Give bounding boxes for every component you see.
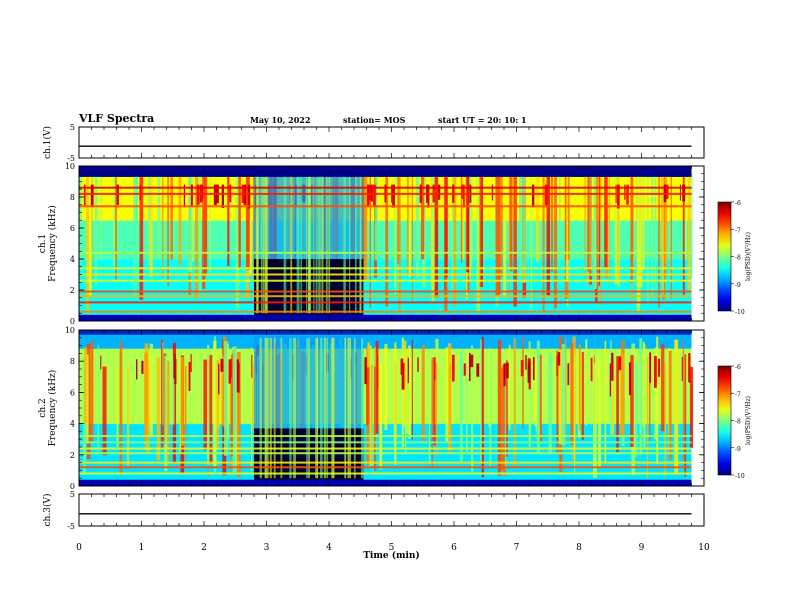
- x-tick-label: 7: [514, 543, 520, 553]
- ch2-spectrogram-y-tick-label: 0: [70, 482, 75, 491]
- chart-title: VLF Spectra: [79, 112, 155, 125]
- x-tick-label: 6: [451, 543, 457, 553]
- ch1-spectrogram-y-axis-label: ch.1: [38, 234, 48, 253]
- ch2-spectrogram-heatmap: [79, 330, 694, 487]
- ch2-spectrogram-colorbar-tick-label: -9: [735, 446, 741, 453]
- ch1-spectrogram-y-tick-label: 10: [65, 162, 75, 171]
- x-tick-label: 4: [326, 543, 332, 553]
- ch2-spectrogram-colorbar-tick-label: -7: [735, 391, 741, 398]
- ch2-spectrogram-y-tick-label: 8: [70, 357, 75, 366]
- x-tick-label: 0: [76, 543, 82, 553]
- ch1-voltage-y-axis-label: ch.1(V): [42, 126, 53, 159]
- x-axis-label: Time (min): [363, 550, 420, 561]
- start-time-label: start UT = 20: 10: 1: [438, 115, 527, 125]
- ch2-spectrogram-y-tick-label: 2: [70, 451, 75, 460]
- ch1-spectrogram-colorbar-tick-label: -6: [735, 200, 741, 207]
- x-tick-label: 5: [389, 543, 395, 553]
- ch1-spectrogram-y-tick-label: 8: [70, 193, 75, 202]
- ch1-spectrogram-colorbar-tick-label: -7: [735, 227, 741, 234]
- x-tick-label: 2: [201, 543, 207, 553]
- ch3-voltage-y-tick-label: 5: [70, 490, 75, 499]
- ch2-spectrogram-colorbar-label: log(PSD)(V²/Hz): [745, 396, 752, 445]
- date-label: May 10, 2022: [250, 115, 311, 125]
- ch2-spectrogram-y-tick-label: 4: [70, 420, 75, 429]
- ch2-spectrogram-colorbar-tick-label: -10: [735, 473, 745, 480]
- x-tick-label: 3: [264, 543, 270, 553]
- ch1-spectrogram-y-axis-label: Frequency (kHz): [47, 205, 58, 282]
- ch1-spectrogram-colorbar-tick-label: -8: [735, 255, 741, 262]
- ch1-spectrogram-colorbar-tick-label: -9: [735, 282, 741, 289]
- ch1-spectrogram-y-tick-label: 2: [70, 286, 75, 295]
- ch1-spectrogram-colorbar: [717, 201, 732, 312]
- x-tick-label: 8: [576, 543, 582, 553]
- ch2-spectrogram-y-axis-label: ch.2: [38, 398, 48, 417]
- ch1-spectrogram-y-tick-label: 4: [70, 255, 75, 264]
- ch2-spectrogram-y-axis-label: Frequency (kHz): [47, 370, 58, 447]
- ch1-voltage-y-tick-label: -5: [67, 154, 75, 163]
- station-label: station= MOS: [343, 115, 406, 125]
- ch1-voltage-y-tick-label: 5: [70, 123, 75, 132]
- ch2-spectrogram-y-tick-label: 6: [70, 388, 75, 397]
- x-tick-label: 1: [139, 543, 145, 553]
- ch2-spectrogram-colorbar-tick-label: -6: [735, 364, 741, 371]
- ch2-spectrogram-y-tick-label: 10: [65, 326, 75, 335]
- ch3-voltage-y-axis-label: ch.3(V): [42, 494, 53, 527]
- x-tick-label: 10: [698, 543, 710, 553]
- ch2-spectrogram-colorbar-tick-label: -8: [735, 419, 741, 426]
- ch1-spectrogram-heatmap: [79, 166, 693, 322]
- ch2-spectrogram-colorbar: [717, 365, 732, 476]
- ch1-spectrogram-colorbar-tick-label: -10: [735, 309, 745, 316]
- ch1-spectrogram-y-tick-label: 0: [70, 317, 75, 326]
- ch1-spectrogram-y-tick-label: 6: [70, 224, 75, 233]
- x-tick-label: 9: [639, 543, 645, 553]
- ch3-voltage-y-tick-label: -5: [67, 522, 75, 531]
- ch1-spectrogram-colorbar-label: log(PSD)(V²/Hz): [745, 232, 752, 281]
